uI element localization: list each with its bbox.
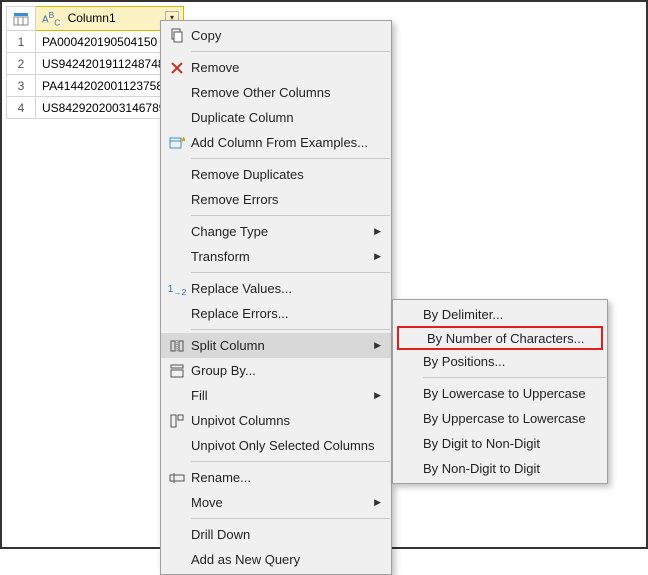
menu-change-type[interactable]: Change Type ▶ (161, 219, 391, 244)
submenu-arrow-icon: ▶ (374, 340, 381, 351)
menu-rename[interactable]: Rename... (161, 465, 391, 490)
menu-group-by[interactable]: Group By... (161, 358, 391, 383)
menu-split-by-nondigit-digit[interactable]: By Non-Digit to Digit (393, 456, 607, 481)
menu-separator (191, 51, 390, 52)
table-star-icon: ★ (163, 134, 191, 151)
data-grid: ABC Column1 ▾ 1 PA000420190504150 2 US94… (6, 6, 184, 119)
split-column-icon (163, 337, 191, 354)
table-row[interactable]: 1 PA000420190504150 (7, 31, 184, 53)
row-number: 2 (7, 53, 36, 75)
menu-split-by-digit-nondigit[interactable]: By Digit to Non-Digit (393, 431, 607, 456)
menu-replace-errors[interactable]: Replace Errors... (161, 301, 391, 326)
menu-split-by-lowercase-uppercase[interactable]: By Lowercase to Uppercase (393, 381, 607, 406)
svg-text:★: ★ (180, 135, 185, 144)
menu-duplicate-column[interactable]: Duplicate Column (161, 105, 391, 130)
submenu-arrow-icon: ▶ (374, 251, 381, 262)
menu-separator (191, 461, 390, 462)
table-row[interactable]: 3 PA4144202001123758 (7, 75, 184, 97)
menu-separator (191, 518, 390, 519)
menu-split-by-uppercase-lowercase[interactable]: By Uppercase to Lowercase (393, 406, 607, 431)
table-corner-icon[interactable] (7, 7, 36, 31)
replace-values-icon: 1→2 (163, 280, 191, 297)
menu-remove-errors[interactable]: Remove Errors (161, 187, 391, 212)
menu-separator (423, 377, 606, 378)
table-row[interactable]: 4 US84292020031467895 (7, 97, 184, 119)
copy-icon (163, 27, 191, 44)
menu-separator (191, 215, 390, 216)
menu-add-as-new-query[interactable]: Add as New Query (161, 547, 391, 572)
menu-drill-down[interactable]: Drill Down (161, 522, 391, 547)
menu-split-by-number-of-characters[interactable]: By Number of Characters... (397, 326, 603, 350)
remove-icon (163, 59, 191, 76)
submenu-arrow-icon: ▶ (374, 390, 381, 401)
column-context-menu: Copy Remove Remove Other Columns Duplica… (160, 20, 392, 575)
menu-copy[interactable]: Copy (161, 23, 391, 48)
menu-unpivot-selected[interactable]: Unpivot Only Selected Columns (161, 433, 391, 458)
menu-replace-values[interactable]: 1→2 Replace Values... (161, 276, 391, 301)
row-number: 3 (7, 75, 36, 97)
menu-separator (191, 272, 390, 273)
menu-add-column-from-examples[interactable]: ★ Add Column From Examples... (161, 130, 391, 155)
table-row[interactable]: 2 US94242019112487489 (7, 53, 184, 75)
split-column-submenu: By Delimiter... By Number of Characters.… (392, 299, 608, 484)
menu-separator (191, 158, 390, 159)
menu-separator (191, 329, 390, 330)
submenu-arrow-icon: ▶ (374, 497, 381, 508)
row-number: 4 (7, 97, 36, 119)
menu-remove-other-columns[interactable]: Remove Other Columns (161, 80, 391, 105)
menu-split-by-delimiter[interactable]: By Delimiter... (393, 302, 607, 327)
menu-remove-duplicates[interactable]: Remove Duplicates (161, 162, 391, 187)
column-header-label: Column1 (68, 11, 116, 25)
menu-transform[interactable]: Transform ▶ (161, 244, 391, 269)
menu-move[interactable]: Move ▶ (161, 490, 391, 515)
menu-fill[interactable]: Fill ▶ (161, 383, 391, 408)
menu-split-column[interactable]: Split Column ▶ (161, 333, 391, 358)
datatype-text-icon: ABC (42, 10, 60, 27)
row-number: 1 (7, 31, 36, 53)
group-by-icon (163, 362, 191, 379)
submenu-arrow-icon: ▶ (374, 226, 381, 237)
menu-remove[interactable]: Remove (161, 55, 391, 80)
menu-unpivot-columns[interactable]: Unpivot Columns (161, 408, 391, 433)
menu-split-by-positions[interactable]: By Positions... (393, 349, 607, 374)
unpivot-icon (163, 412, 191, 429)
rename-icon (163, 469, 191, 486)
